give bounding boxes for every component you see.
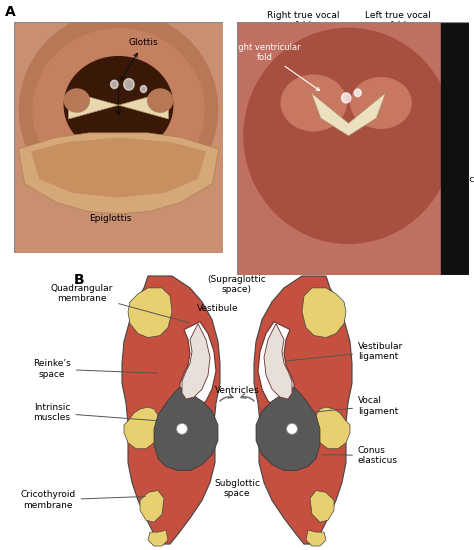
Text: Vocal
ligament: Vocal ligament xyxy=(307,396,398,415)
Text: Left true vocal
fold: Left true vocal fold xyxy=(356,11,431,150)
FancyArrowPatch shape xyxy=(220,394,233,401)
Text: Left
aryepiglottic
fold: Left aryepiglottic fold xyxy=(397,165,474,207)
Text: Glottis: Glottis xyxy=(120,38,158,81)
Circle shape xyxy=(286,424,298,434)
Ellipse shape xyxy=(351,78,411,128)
Text: A: A xyxy=(5,6,16,19)
Polygon shape xyxy=(122,276,220,544)
Circle shape xyxy=(124,79,134,90)
Text: Conus
elasticus: Conus elasticus xyxy=(322,446,398,465)
Text: Ventricles: Ventricles xyxy=(215,386,259,395)
Ellipse shape xyxy=(33,29,204,191)
Text: Quadrangular
membrane: Quadrangular membrane xyxy=(51,284,189,323)
Polygon shape xyxy=(128,288,172,338)
FancyArrowPatch shape xyxy=(241,394,254,401)
Circle shape xyxy=(110,80,118,89)
Polygon shape xyxy=(182,323,210,399)
Text: Cricothyroid
membrane: Cricothyroid membrane xyxy=(20,491,145,510)
Polygon shape xyxy=(154,387,218,471)
Circle shape xyxy=(176,424,188,434)
Ellipse shape xyxy=(64,89,89,112)
Ellipse shape xyxy=(64,57,173,153)
Ellipse shape xyxy=(281,75,346,131)
Polygon shape xyxy=(180,322,216,409)
Polygon shape xyxy=(124,407,158,449)
Polygon shape xyxy=(302,288,346,338)
Text: Right true vocal
fold: Right true vocal fold xyxy=(267,11,339,150)
Text: Subglottic
space: Subglottic space xyxy=(214,478,260,498)
Text: (Supraglottic
space): (Supraglottic space) xyxy=(208,275,266,294)
Polygon shape xyxy=(31,138,206,197)
Polygon shape xyxy=(68,91,118,119)
Polygon shape xyxy=(18,133,219,214)
Text: Vestibule: Vestibule xyxy=(197,304,239,313)
Bar xyxy=(441,22,469,275)
Polygon shape xyxy=(310,491,334,522)
Polygon shape xyxy=(254,276,352,544)
Polygon shape xyxy=(311,93,386,136)
Circle shape xyxy=(140,86,146,92)
Circle shape xyxy=(354,89,361,97)
Polygon shape xyxy=(306,530,326,546)
Circle shape xyxy=(341,93,351,103)
Text: Intrinsic
muscles: Intrinsic muscles xyxy=(34,403,157,422)
Ellipse shape xyxy=(19,12,218,208)
Text: Reinke’s
space: Reinke’s space xyxy=(33,359,157,379)
Polygon shape xyxy=(258,322,294,409)
Text: Epiglottis: Epiglottis xyxy=(89,160,131,223)
Polygon shape xyxy=(118,91,169,119)
Text: Right ventricular
fold: Right ventricular fold xyxy=(229,42,319,91)
Polygon shape xyxy=(316,407,350,449)
Ellipse shape xyxy=(148,89,173,112)
Polygon shape xyxy=(140,491,164,522)
Polygon shape xyxy=(148,530,168,546)
Text: B: B xyxy=(73,273,84,287)
Polygon shape xyxy=(264,323,292,399)
Text: Vestibular
ligament: Vestibular ligament xyxy=(285,342,403,361)
Polygon shape xyxy=(256,387,320,471)
Ellipse shape xyxy=(244,29,453,243)
